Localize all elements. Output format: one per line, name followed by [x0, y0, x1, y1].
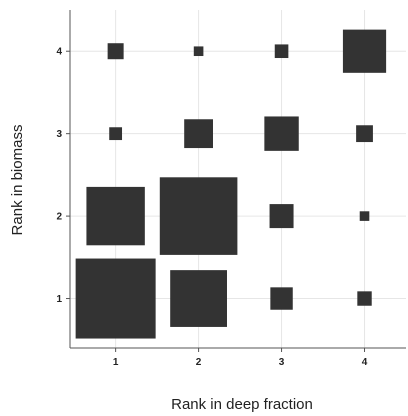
y-tick-label: 4	[56, 47, 62, 58]
data-point-square	[159, 177, 238, 255]
x-tick-label: 4	[362, 357, 368, 368]
x-tick-label: 1	[113, 357, 119, 368]
axes	[66, 10, 406, 352]
data-point-square	[109, 127, 123, 141]
data-point-square	[270, 287, 293, 310]
data-point-square	[170, 270, 227, 327]
y-tick-label: 1	[56, 294, 62, 305]
data-point-square	[359, 211, 370, 221]
y-tick-label: 2	[56, 212, 62, 223]
data-point-square	[193, 46, 204, 57]
data-point-square	[356, 125, 373, 143]
data-point-square	[264, 116, 299, 151]
data-point-square	[269, 204, 294, 229]
data-point-square	[357, 291, 372, 306]
data-point-square	[274, 44, 289, 59]
data-point-square	[86, 186, 145, 246]
x-tick-label: 3	[279, 357, 285, 368]
x-tick-label: 2	[196, 357, 202, 368]
data-points	[75, 29, 387, 339]
data-point-square	[342, 29, 387, 73]
data-point-square	[184, 119, 213, 149]
y-axis-title: Rank in biomass	[9, 125, 26, 236]
y-tick-label: 3	[56, 129, 62, 140]
data-point-square	[75, 258, 156, 339]
data-point-square	[107, 43, 124, 60]
x-axis-title: Rank in deep fraction	[171, 396, 313, 413]
tick-labels: 1 2 3 4 1 2 3 4	[56, 47, 367, 368]
